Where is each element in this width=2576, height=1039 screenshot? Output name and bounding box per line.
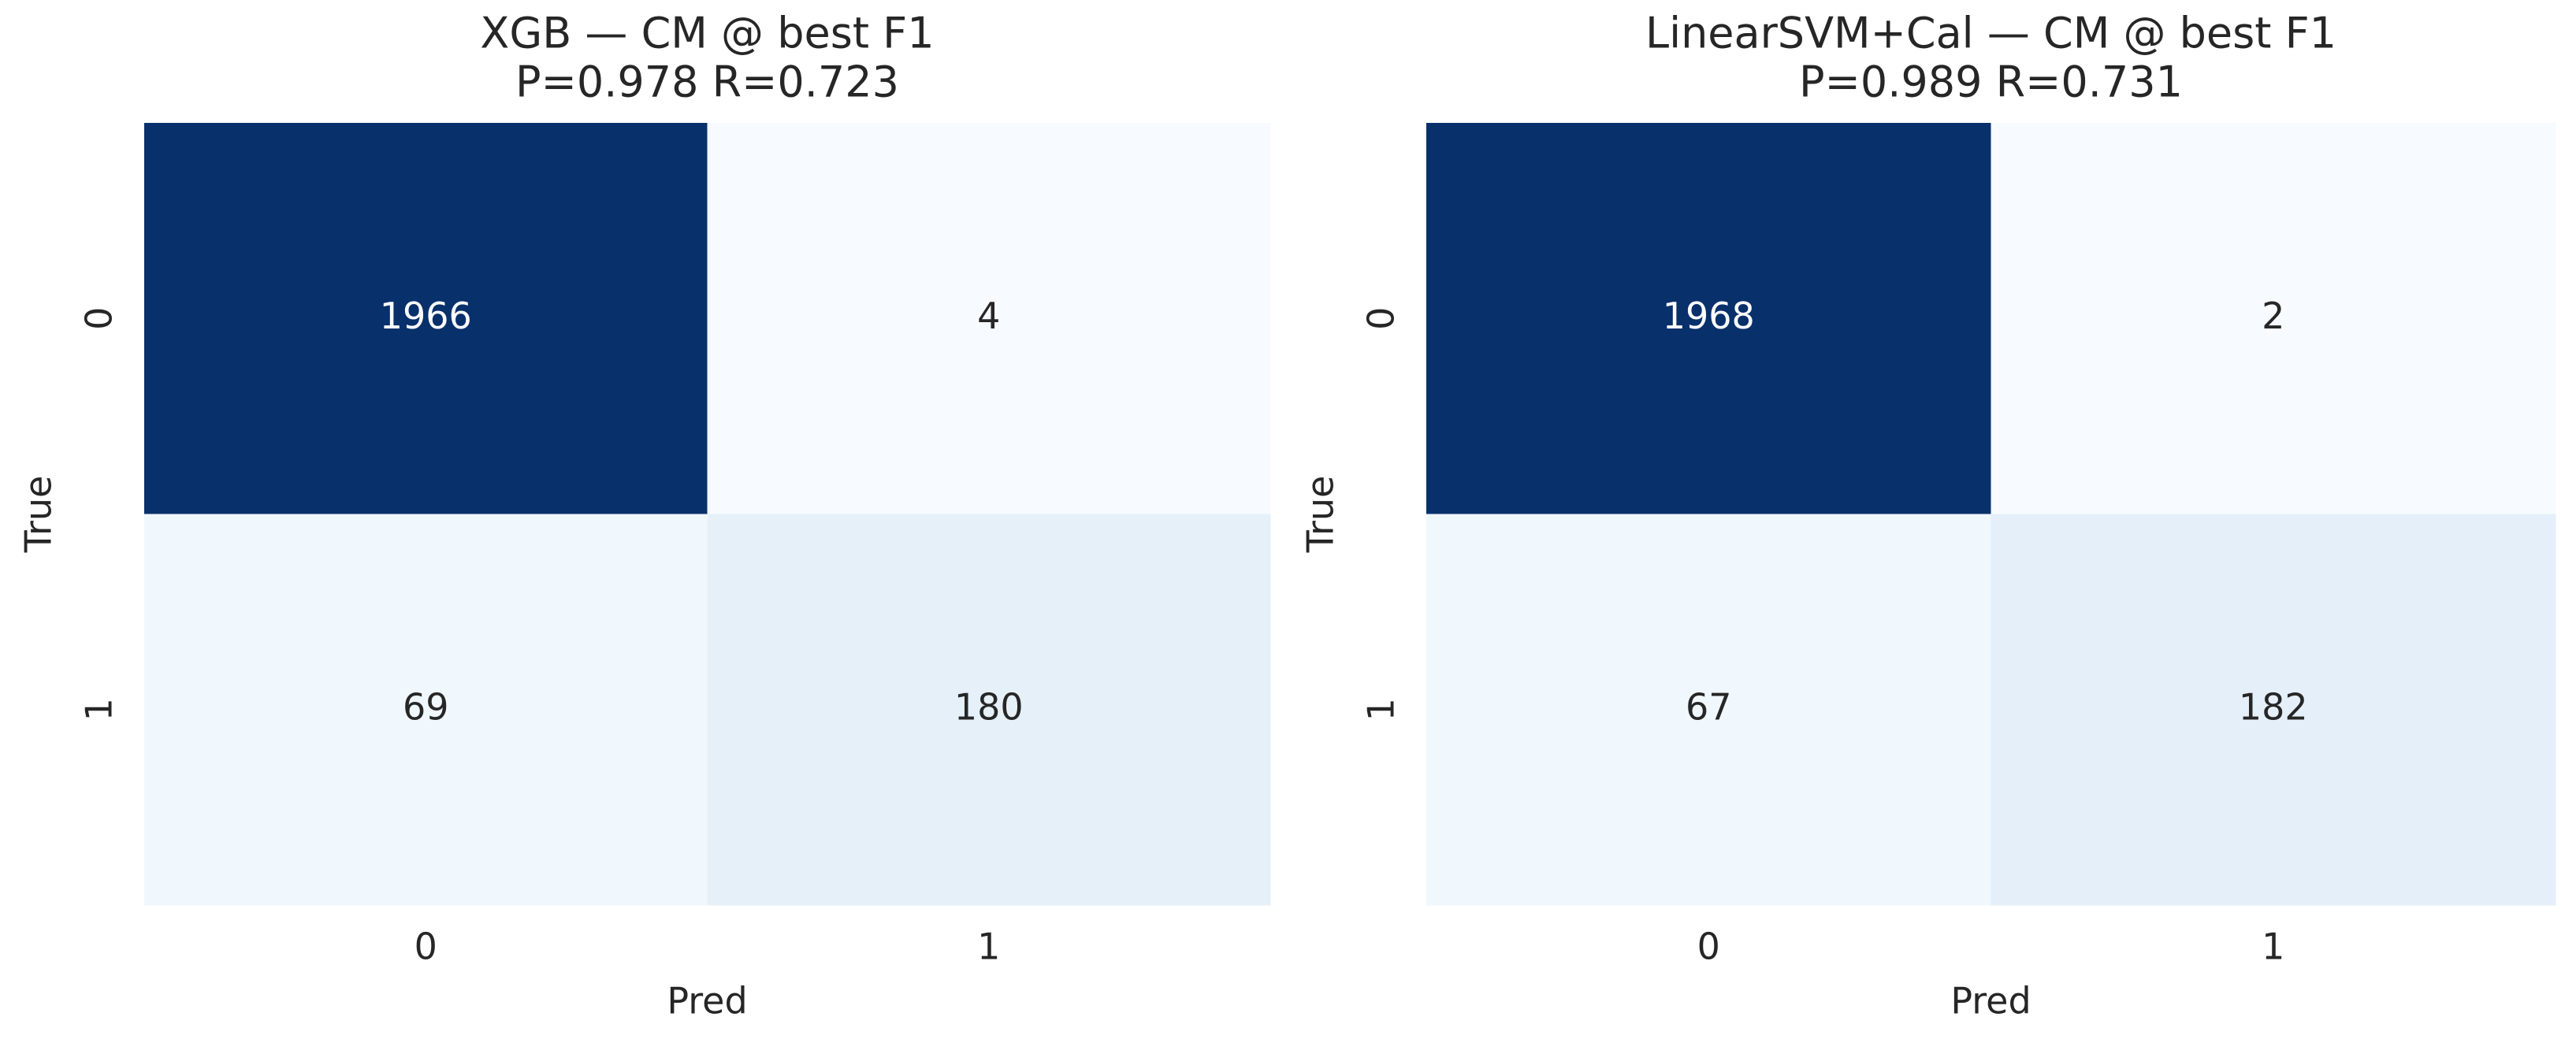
x-tick-label: 1 — [977, 926, 1000, 968]
heatmap-cell — [144, 123, 708, 514]
heatmap-cell — [1426, 123, 1991, 514]
cell-label: 4 — [977, 295, 1000, 337]
x-tick-label: 1 — [2262, 926, 2284, 968]
x-axis-label: Pred — [667, 980, 747, 1022]
chart-subtitle: P=0.989 R=0.731 — [1799, 58, 2183, 107]
cell-label: 69 — [403, 685, 449, 728]
cell-label: 67 — [1686, 685, 1732, 728]
x-axis-label: Pred — [1950, 980, 2031, 1022]
chart-title: LinearSVM+Cal — CM @ best F1 — [1645, 9, 2336, 58]
cell-label: 1968 — [1663, 295, 1755, 337]
x-tick-label: 0 — [414, 926, 437, 968]
chart-subtitle: P=0.978 R=0.723 — [515, 58, 899, 107]
cell-label: 2 — [2262, 295, 2284, 337]
y-axis-label: True — [17, 476, 60, 554]
x-tick-label: 0 — [1697, 926, 1720, 968]
chart-title: XGB — CM @ best F1 — [480, 9, 934, 58]
heatmap-cell — [1991, 514, 2556, 906]
cell-label: 180 — [954, 685, 1024, 728]
heatmap-cell — [707, 123, 1271, 514]
cell-label: 182 — [2239, 685, 2308, 728]
heatmap-cell — [1426, 514, 1991, 906]
heatmap-cell — [707, 514, 1271, 906]
cell-label: 1966 — [380, 295, 472, 337]
y-tick-label: 1 — [78, 698, 121, 721]
y-tick-label: 0 — [78, 307, 121, 330]
heatmap-cell — [1991, 123, 2556, 514]
y-tick-label: 1 — [1360, 698, 1403, 721]
heatmap-cell — [144, 514, 708, 906]
y-axis-label: True — [1299, 476, 1342, 554]
y-tick-label: 0 — [1360, 307, 1403, 330]
